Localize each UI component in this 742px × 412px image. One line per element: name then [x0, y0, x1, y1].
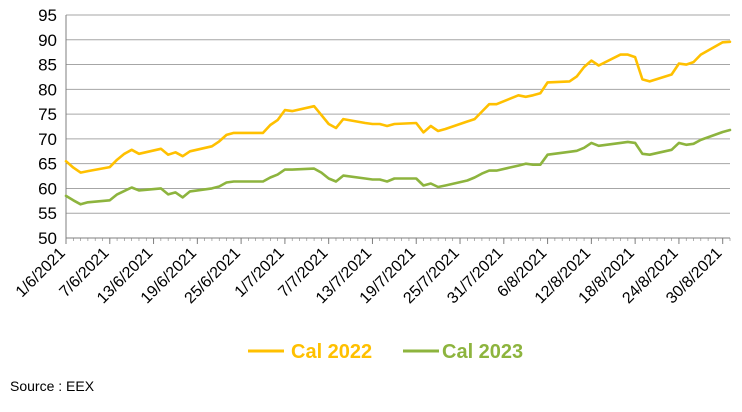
- y-tick-label: 80: [38, 80, 57, 99]
- legend-label-2: Cal 2023: [442, 341, 523, 363]
- y-axis-ticks: 50 55 60 65 70 75 80 85 90 95: [38, 6, 57, 248]
- y-tick-label: 85: [38, 56, 57, 75]
- y-tick-label: 70: [38, 130, 57, 149]
- y-tick-label: 55: [38, 204, 57, 223]
- x-axis-ticks: 1/6/20217/6/202113/6/202119/6/202125/6/2…: [13, 245, 726, 307]
- y-tick-label: 95: [38, 6, 57, 25]
- series-lines: [64, 40, 732, 206]
- legend-label-1: Cal 2022: [291, 341, 372, 363]
- y-tick-label: 50: [38, 229, 57, 248]
- y-tick-label: 75: [38, 105, 57, 124]
- y-tick-label: 65: [38, 155, 57, 174]
- legend: Cal 2022 Cal 2023: [248, 341, 523, 363]
- series-line-1: [64, 40, 732, 174]
- y-tick-label: 60: [38, 179, 57, 198]
- y-tick-label: 90: [38, 31, 57, 50]
- source-note: Source : EEX: [10, 378, 95, 394]
- series-line-2: [64, 128, 732, 206]
- gridlines: [66, 14, 730, 214]
- axes: [65, 15, 731, 244]
